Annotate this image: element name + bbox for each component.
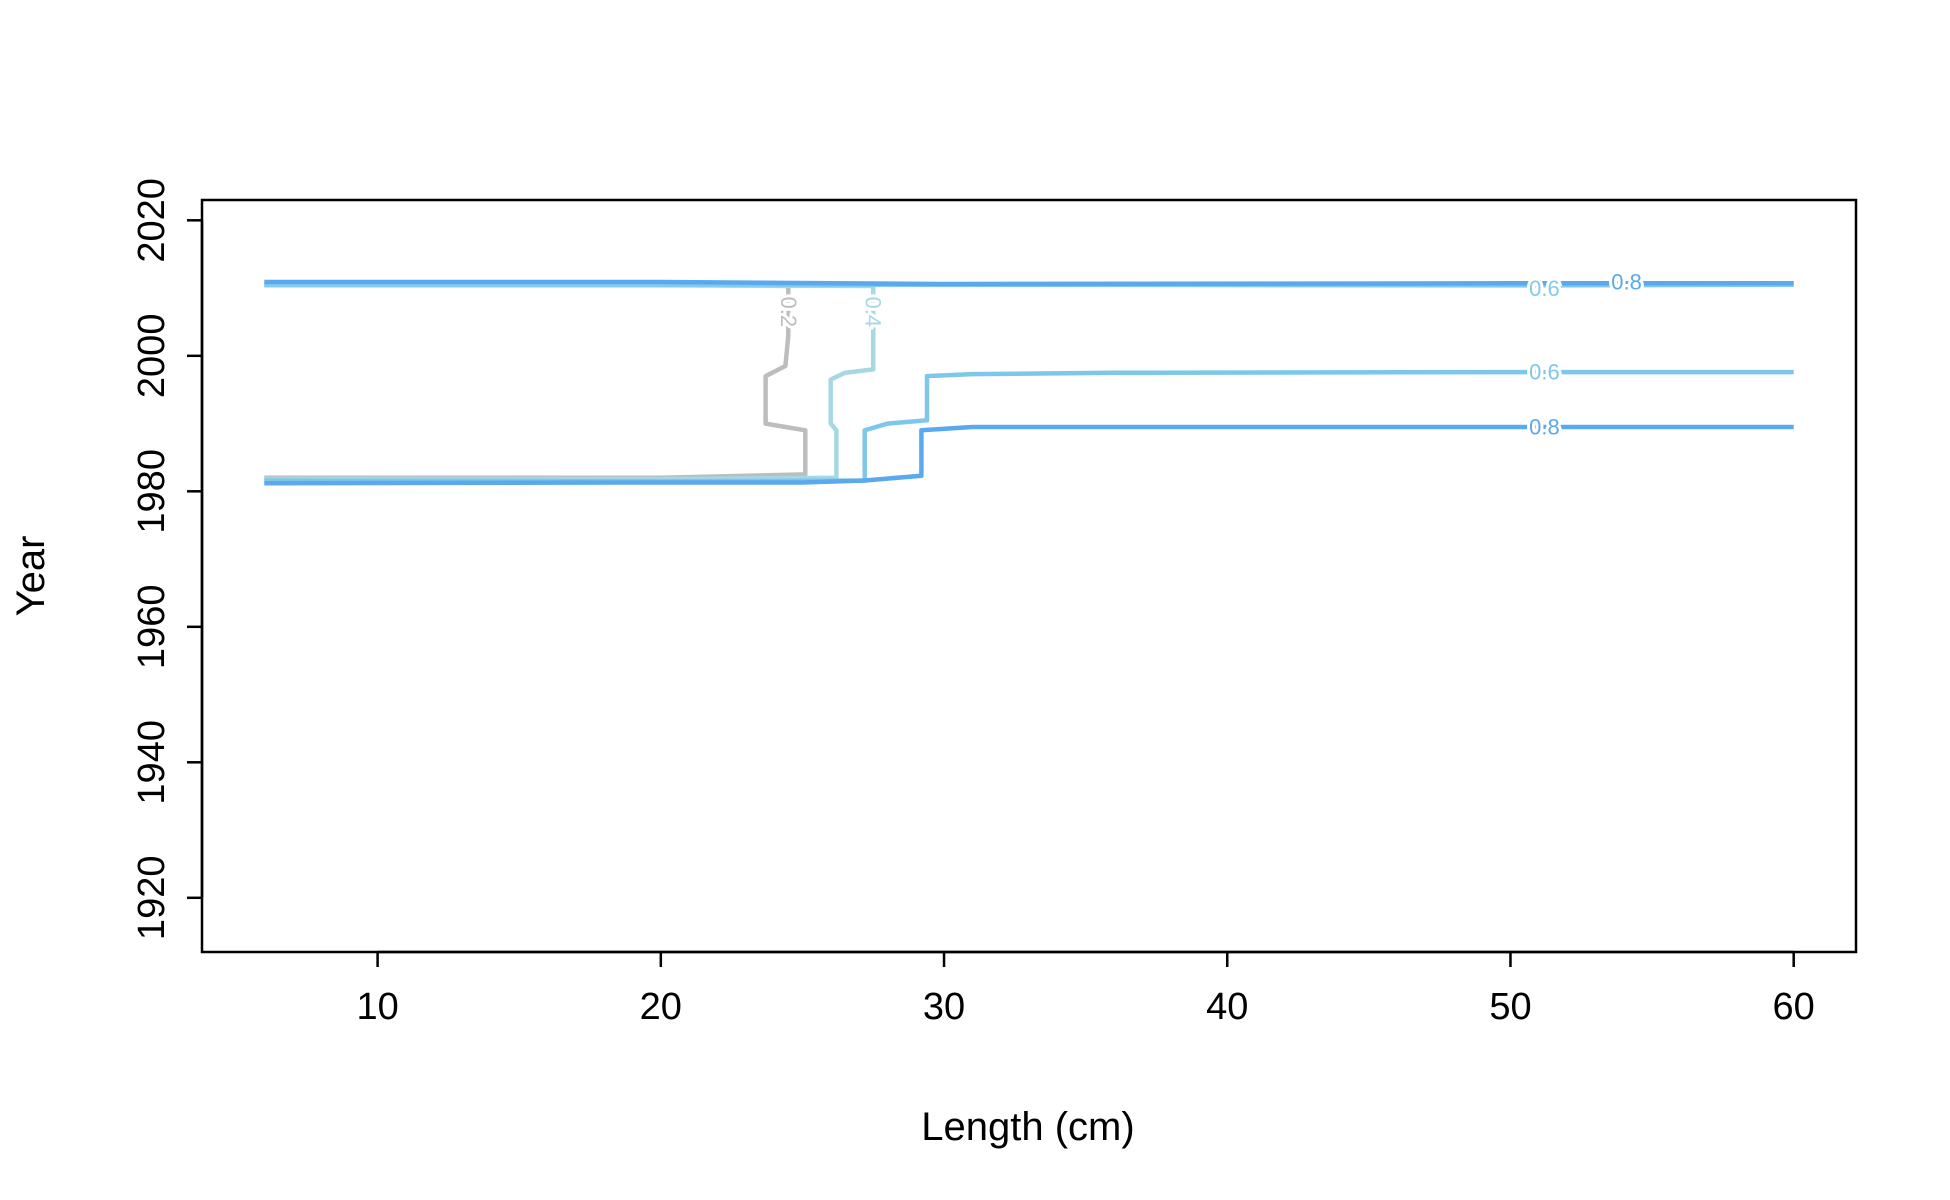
contour-labels: 0.2 0.4 0.6 0.6 0.8 0.8 [773, 266, 1645, 442]
contour-line-0-2 [264, 282, 808, 481]
y-tick-label: 1920 [131, 856, 173, 941]
x-tick-label: 60 [1773, 986, 1815, 1028]
y-tick-label: 2000 [131, 314, 173, 399]
contour-label: 0.8 [1611, 269, 1642, 294]
contour-label: 0.4 [861, 296, 886, 327]
contour-label: 0.6 [1529, 276, 1560, 301]
y-tick-label: 1960 [131, 585, 173, 670]
plot-frame [200, 198, 1858, 954]
contour-label: 0.6 [1529, 360, 1560, 385]
x-axis: 10 20 30 40 50 60 [356, 950, 1815, 1028]
x-tick-label: 30 [923, 986, 965, 1028]
contour-lines [264, 279, 1794, 486]
x-tick-label: 10 [356, 986, 398, 1028]
y-tick-label: 2020 [131, 178, 173, 263]
y-tick-label: 1980 [131, 449, 173, 534]
y-tick-label: 1940 [131, 720, 173, 805]
x-axis-title: Length (cm) [921, 1105, 1134, 1149]
x-tick-label: 20 [640, 986, 682, 1028]
contour-line-0-8 [264, 279, 1794, 287]
contour-line-0-8 [264, 424, 1794, 486]
y-axis-title: Year [9, 536, 53, 617]
contour-label: 0.2 [776, 296, 801, 327]
contour-label: 0.8 [1529, 414, 1560, 439]
x-tick-label: 50 [1489, 986, 1531, 1028]
x-tick-label: 40 [1206, 986, 1248, 1028]
y-axis: 1920 1940 1960 1980 2000 2020 [131, 178, 204, 941]
